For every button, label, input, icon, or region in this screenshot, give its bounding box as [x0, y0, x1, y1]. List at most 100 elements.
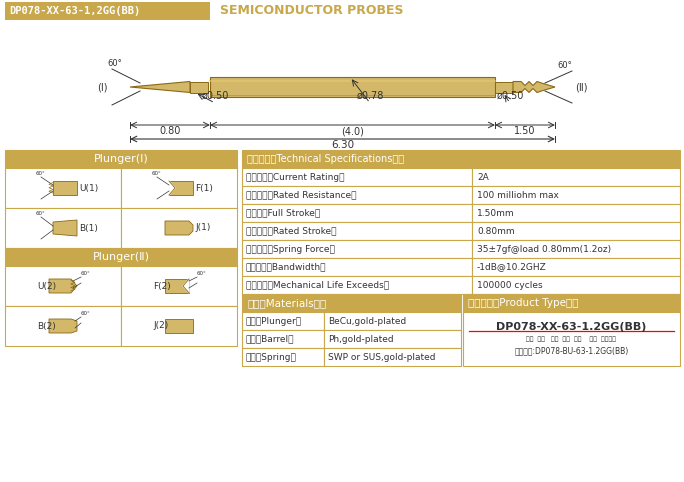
FancyBboxPatch shape: [190, 81, 208, 93]
Text: 针管（Barrel）: 针管（Barrel）: [246, 335, 295, 344]
FancyBboxPatch shape: [121, 306, 237, 346]
FancyBboxPatch shape: [242, 348, 324, 366]
Polygon shape: [513, 81, 555, 93]
Text: 60°: 60°: [107, 58, 122, 67]
Text: Plunger(Ⅱ): Plunger(Ⅱ): [92, 252, 150, 262]
FancyBboxPatch shape: [472, 258, 680, 276]
Text: 材质（Materials）：: 材质（Materials）：: [247, 298, 326, 308]
FancyBboxPatch shape: [5, 208, 121, 248]
Polygon shape: [169, 181, 175, 195]
FancyBboxPatch shape: [242, 240, 472, 258]
Text: J(2): J(2): [153, 321, 168, 331]
Polygon shape: [49, 319, 77, 333]
Text: 6.30: 6.30: [331, 140, 354, 150]
Text: (Ⅱ): (Ⅱ): [575, 82, 588, 92]
Text: 额定电流（Current Rating）: 额定电流（Current Rating）: [246, 173, 345, 182]
FancyBboxPatch shape: [463, 294, 680, 312]
Text: 频率带宽（Bandwidth）: 频率带宽（Bandwidth）: [246, 263, 326, 271]
Text: 额定电阻（Rated Resistance）: 额定电阻（Rated Resistance）: [246, 190, 356, 200]
FancyBboxPatch shape: [242, 312, 324, 330]
Text: 60°: 60°: [36, 171, 46, 176]
Text: 60°: 60°: [557, 61, 572, 69]
Text: DP078-XX-63-1.2GG(BB): DP078-XX-63-1.2GG(BB): [497, 322, 646, 332]
Text: 60°: 60°: [197, 271, 207, 276]
FancyBboxPatch shape: [210, 77, 495, 97]
FancyBboxPatch shape: [5, 248, 237, 266]
Text: 100 milliohm max: 100 milliohm max: [477, 190, 559, 200]
FancyBboxPatch shape: [242, 294, 461, 312]
Text: ø0.50: ø0.50: [201, 91, 228, 101]
Polygon shape: [53, 220, 77, 236]
FancyBboxPatch shape: [242, 222, 472, 240]
FancyBboxPatch shape: [5, 306, 121, 346]
Text: 测试寿命（Mechanical Life Exceeds）: 测试寿命（Mechanical Life Exceeds）: [246, 281, 389, 290]
Text: 35±7gf@load 0.80mm(1.2oz): 35±7gf@load 0.80mm(1.2oz): [477, 244, 611, 254]
Polygon shape: [49, 279, 77, 293]
FancyBboxPatch shape: [472, 168, 680, 186]
FancyBboxPatch shape: [463, 312, 680, 366]
Text: 系列  规格   头型  行长  弹力    镜金  针头材质: 系列 规格 头型 行长 弹力 镜金 针头材质: [527, 336, 616, 342]
Text: Ph,gold-plated: Ph,gold-plated: [328, 335, 393, 344]
Text: 1.50: 1.50: [514, 126, 536, 136]
FancyBboxPatch shape: [242, 186, 472, 204]
Text: U(2): U(2): [37, 281, 56, 291]
Text: SWP or SUS,gold-plated: SWP or SUS,gold-plated: [328, 352, 436, 362]
Text: (Ⅰ): (Ⅰ): [97, 82, 107, 92]
Text: Plunger(Ⅰ): Plunger(Ⅰ): [94, 154, 148, 164]
Polygon shape: [165, 221, 193, 235]
Polygon shape: [130, 81, 190, 93]
Text: 额定行程（Rated Stroke）: 额定行程（Rated Stroke）: [246, 227, 337, 236]
Text: DP078-XX-63-1,2GG(BB): DP078-XX-63-1,2GG(BB): [9, 6, 140, 16]
FancyBboxPatch shape: [324, 348, 461, 366]
Polygon shape: [169, 181, 193, 195]
Text: 60°: 60°: [36, 211, 46, 216]
FancyBboxPatch shape: [121, 208, 237, 248]
Text: 满行程（Full Stroke）: 满行程（Full Stroke）: [246, 209, 320, 217]
FancyBboxPatch shape: [121, 168, 237, 208]
FancyBboxPatch shape: [242, 168, 472, 186]
Text: 弹簧（Spring）: 弹簧（Spring）: [246, 352, 297, 362]
FancyBboxPatch shape: [121, 266, 237, 306]
FancyBboxPatch shape: [495, 81, 513, 93]
Polygon shape: [53, 181, 77, 195]
FancyBboxPatch shape: [242, 258, 472, 276]
FancyBboxPatch shape: [242, 276, 472, 294]
Text: 2A: 2A: [477, 173, 489, 182]
FancyBboxPatch shape: [242, 150, 680, 168]
FancyBboxPatch shape: [472, 276, 680, 294]
FancyBboxPatch shape: [324, 312, 461, 330]
FancyBboxPatch shape: [472, 240, 680, 258]
Text: 额定弹力（Spring Force）: 额定弹力（Spring Force）: [246, 244, 335, 254]
Text: BeCu,gold-plated: BeCu,gold-plated: [328, 317, 406, 325]
Text: B(2): B(2): [37, 321, 56, 331]
FancyBboxPatch shape: [5, 168, 121, 208]
FancyBboxPatch shape: [5, 266, 121, 306]
Polygon shape: [165, 319, 193, 333]
Text: F(2): F(2): [153, 281, 171, 291]
Text: 针头（Plunger）: 针头（Plunger）: [246, 317, 302, 325]
Text: 0.80: 0.80: [159, 126, 181, 136]
Text: ø0.78: ø0.78: [356, 91, 384, 101]
Polygon shape: [165, 279, 189, 293]
Text: J(1): J(1): [195, 224, 211, 232]
Text: 订购案例:DP078-BU-63-1.2GG(BB): 订购案例:DP078-BU-63-1.2GG(BB): [514, 347, 629, 356]
FancyBboxPatch shape: [242, 330, 324, 348]
FancyBboxPatch shape: [5, 2, 210, 20]
Text: -1dB@10.2GHZ: -1dB@10.2GHZ: [477, 263, 547, 271]
Text: (4.0): (4.0): [341, 126, 364, 136]
Text: SEMICONDUCTOR PROBES: SEMICONDUCTOR PROBES: [220, 4, 404, 17]
FancyBboxPatch shape: [324, 330, 461, 348]
Text: 技术要求（Technical Specifications）：: 技术要求（Technical Specifications）：: [247, 154, 404, 164]
FancyBboxPatch shape: [472, 222, 680, 240]
Text: 成品型号（Product Type）：: 成品型号（Product Type）：: [468, 298, 579, 308]
Text: ø0.50: ø0.50: [497, 91, 524, 101]
FancyBboxPatch shape: [472, 186, 680, 204]
FancyBboxPatch shape: [5, 150, 237, 168]
FancyBboxPatch shape: [242, 204, 472, 222]
Text: B(1): B(1): [79, 224, 98, 232]
Text: 1.50mm: 1.50mm: [477, 209, 514, 217]
Text: 100000 cycles: 100000 cycles: [477, 281, 542, 290]
Text: 60°: 60°: [81, 311, 91, 316]
FancyBboxPatch shape: [472, 204, 680, 222]
Text: 60°: 60°: [152, 171, 161, 176]
